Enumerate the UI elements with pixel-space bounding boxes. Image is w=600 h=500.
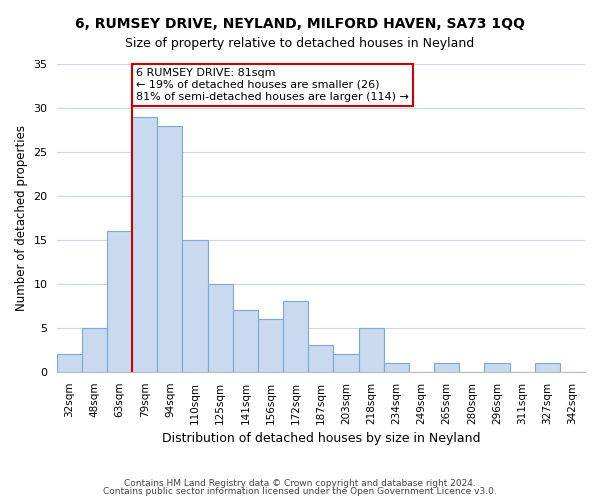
Bar [535,363,560,372]
Text: Size of property relative to detached houses in Neyland: Size of property relative to detached ho… [125,38,475,51]
Bar [233,310,258,372]
Bar [308,346,334,372]
Bar [434,363,459,372]
Text: 6 RUMSEY DRIVE: 81sqm
← 19% of detached houses are smaller (26)
81% of semi-deta: 6 RUMSEY DRIVE: 81sqm ← 19% of detached … [136,68,409,102]
Bar [157,126,182,372]
Bar [484,363,509,372]
Bar [334,354,359,372]
Bar [283,302,308,372]
Bar [107,231,132,372]
Bar [57,354,82,372]
X-axis label: Distribution of detached houses by size in Neyland: Distribution of detached houses by size … [161,432,480,445]
Bar [82,328,107,372]
Y-axis label: Number of detached properties: Number of detached properties [15,125,28,311]
Bar [132,117,157,372]
Bar [384,363,409,372]
Bar [359,328,384,372]
Bar [208,284,233,372]
Text: Contains HM Land Registry data © Crown copyright and database right 2024.: Contains HM Land Registry data © Crown c… [124,478,476,488]
Bar [182,240,208,372]
Text: Contains public sector information licensed under the Open Government Licence v3: Contains public sector information licen… [103,488,497,496]
Bar [258,319,283,372]
Text: 6, RUMSEY DRIVE, NEYLAND, MILFORD HAVEN, SA73 1QQ: 6, RUMSEY DRIVE, NEYLAND, MILFORD HAVEN,… [75,18,525,32]
